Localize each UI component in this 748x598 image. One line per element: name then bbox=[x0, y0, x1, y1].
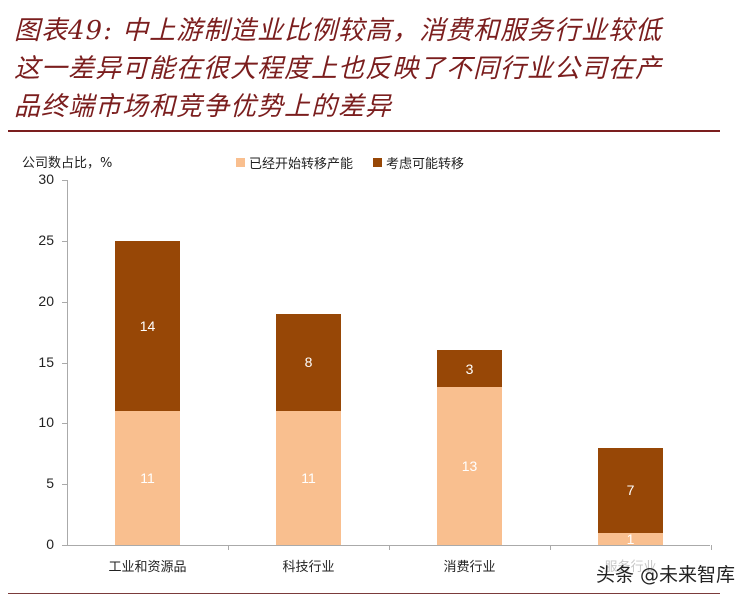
legend-label-started: 已经开始转移产能 bbox=[249, 157, 354, 172]
bar-value-label: 1 bbox=[626, 530, 635, 547]
bar-segment-started: 13 bbox=[437, 386, 502, 545]
bar-segment-considering: 3 bbox=[437, 350, 502, 387]
y-tick-mark bbox=[62, 301, 67, 303]
bar-value-label: 14 bbox=[139, 317, 156, 334]
bar-value-label: 3 bbox=[465, 360, 474, 377]
x-category-label: 科技行业 bbox=[282, 560, 335, 575]
title-divider bbox=[8, 130, 720, 132]
bar-segment-considering: 7 bbox=[598, 447, 663, 533]
y-tick-label: 5 bbox=[46, 475, 54, 492]
bar-value-label: 11 bbox=[140, 470, 155, 487]
title-line-3: 品终端市场和竞争优势上的差异 bbox=[14, 92, 393, 122]
y-tick-mark bbox=[62, 484, 67, 486]
legend-item-started: 已经开始转移产能 bbox=[236, 153, 353, 172]
y-tick-label: 10 bbox=[38, 414, 54, 431]
title-line-1: 图表49: 中上游制造业比例较高，消费和服务行业较低 bbox=[14, 16, 663, 46]
bar-segment-considering: 8 bbox=[276, 313, 341, 412]
y-tick-label: 0 bbox=[46, 536, 54, 552]
x-tick-mark bbox=[228, 545, 229, 550]
bar-segment-considering: 14 bbox=[115, 240, 180, 412]
x-tick-mark bbox=[389, 545, 390, 550]
y-tick-mark bbox=[62, 180, 67, 181]
legend-swatch-started-icon bbox=[236, 158, 245, 167]
bottom-divider bbox=[8, 593, 720, 594]
x-tick-mark bbox=[550, 545, 551, 550]
bar-value-label: 13 bbox=[461, 457, 478, 474]
bar-value-label: 11 bbox=[301, 470, 316, 487]
bar-value-label: 7 bbox=[626, 482, 635, 499]
legend-label-considering: 考虑可能转移 bbox=[386, 157, 465, 172]
legend-swatch-considering-icon bbox=[373, 158, 383, 167]
y-tick-label: 30 bbox=[38, 171, 54, 187]
bar-segment-started: 11 bbox=[115, 411, 180, 545]
title-line-2: 这一差异可能在很大程度上也反映了不同行业公司在产 bbox=[14, 54, 663, 84]
y-tick-label: 25 bbox=[38, 231, 54, 248]
x-category-label: 消费行业 bbox=[443, 560, 496, 575]
legend: 已经开始转移产能 考虑可能转移 bbox=[236, 153, 464, 172]
x-axis bbox=[62, 545, 710, 546]
chart-title: 图表49: 中上游制造业比例较高，消费和服务行业较低 这一差异可能在很大程度上也… bbox=[14, 12, 734, 126]
y-axis bbox=[67, 180, 68, 545]
watermark: 头条 @未来智库 bbox=[596, 560, 736, 587]
x-tick-mark bbox=[711, 545, 712, 550]
legend-item-considering: 考虑可能转移 bbox=[373, 153, 464, 172]
y-tick-mark bbox=[62, 423, 67, 425]
y-tick-label: 20 bbox=[38, 292, 54, 309]
y-tick-mark bbox=[62, 362, 67, 364]
bar-segment-started: 1 bbox=[598, 530, 663, 547]
x-category-label: 工业和资源品 bbox=[108, 560, 187, 575]
bar-value-label: 8 bbox=[304, 354, 313, 371]
bar-segment-started: 11 bbox=[276, 411, 341, 545]
y-tick-mark bbox=[62, 240, 67, 242]
y-axis-label: 公司数占比，% bbox=[22, 156, 113, 171]
y-tick-mark bbox=[62, 545, 67, 546]
y-tick-label: 15 bbox=[38, 353, 54, 370]
